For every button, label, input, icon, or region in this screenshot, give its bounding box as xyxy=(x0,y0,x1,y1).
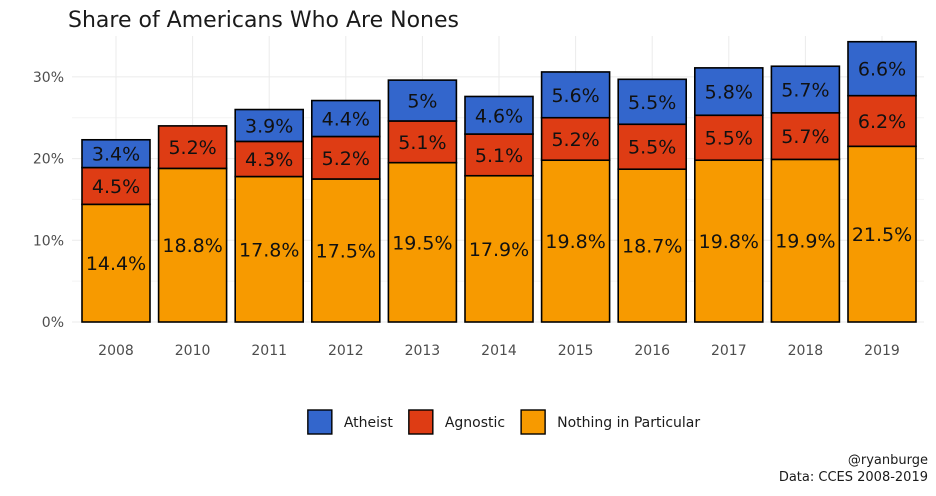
x-tick-label: 2012 xyxy=(328,343,364,359)
x-axis-ticks: 2008 2010 2011 2012 2013 2014 2015 2016 2017 2018… xyxy=(98,343,900,359)
bar-segment-atheist xyxy=(464,95,534,135)
data-label: 4.6% xyxy=(475,105,523,127)
bar-segment-atheist xyxy=(770,65,841,114)
data-label: 19.9% xyxy=(775,231,835,253)
data-label: 17.5% xyxy=(316,241,376,263)
data-label: 3.4% xyxy=(92,144,140,166)
data-label: 6.2% xyxy=(858,111,906,133)
legend-key-atheist xyxy=(307,409,333,435)
bar-segment-nothing-in-particular xyxy=(540,159,611,323)
bar-segment-nothing-in-particular xyxy=(617,168,688,323)
bar-segment-nothing-in-particular xyxy=(693,159,764,323)
bar-segment-nothing-in-particular xyxy=(310,178,381,323)
data-label: 5.1% xyxy=(475,145,523,167)
y-axis-ticks: 0% 10% 20% 30% xyxy=(33,70,64,331)
bar-segment-agnostic xyxy=(387,120,458,164)
caption-author: @ryanburge xyxy=(848,453,928,468)
bar-segment-nothing-in-particular xyxy=(770,158,841,323)
data-label: 5.2% xyxy=(551,129,599,151)
data-label: 18.8% xyxy=(162,235,222,257)
bar-segment-atheist xyxy=(693,67,764,117)
bars xyxy=(81,40,917,323)
data-label: 5% xyxy=(407,91,437,113)
legend-label: Agnostic xyxy=(445,415,505,431)
data-label: 5.2% xyxy=(168,137,216,159)
x-tick-label: 2019 xyxy=(864,343,900,359)
y-tick-label: 10% xyxy=(33,233,64,249)
x-tick-label: 2015 xyxy=(558,343,594,359)
legend-label: Atheist xyxy=(344,415,393,431)
bar-segment-agnostic xyxy=(157,125,228,170)
data-label: 18.7% xyxy=(622,236,682,258)
bar-segment-agnostic xyxy=(617,123,688,170)
bar-segment-agnostic xyxy=(234,140,304,178)
chart-title: Share of Americans Who Are Nones xyxy=(68,8,459,33)
bar-segment-agnostic xyxy=(310,135,381,180)
bar-segment-atheist xyxy=(234,108,304,143)
x-tick-label: 2014 xyxy=(481,343,517,359)
caption-source: Data: CCES 2008-2019 xyxy=(779,470,928,485)
bar-segment-atheist xyxy=(847,40,917,97)
x-tick-label: 2017 xyxy=(711,343,747,359)
data-label: 14.4% xyxy=(86,253,146,275)
x-tick-label: 2008 xyxy=(98,343,134,359)
data-labels: 14.4% 4.5% 3.4% 18.8% 5.2% 17.8% 4.3% 3.9% 17.5%… xyxy=(86,59,912,275)
data-label: 5.7% xyxy=(781,126,829,148)
bar-segment-agnostic xyxy=(693,114,764,162)
bar-segment-nothing-in-particular xyxy=(234,175,304,323)
data-label: 19.5% xyxy=(392,232,452,254)
legend-key-agnostic xyxy=(408,409,434,435)
bar-segment-atheist xyxy=(617,78,688,126)
x-tick-label: 2016 xyxy=(634,343,670,359)
bar-segment-nothing-in-particular xyxy=(464,174,534,323)
x-tick-label: 2011 xyxy=(251,343,287,359)
bar-segment-atheist xyxy=(81,138,151,169)
data-label: 4.3% xyxy=(245,149,293,171)
data-label: 5.7% xyxy=(781,80,829,102)
x-tick-label: 2013 xyxy=(405,343,441,359)
bar-segment-atheist xyxy=(310,99,381,138)
data-label: 17.9% xyxy=(469,239,529,261)
data-label: 5.6% xyxy=(551,85,599,107)
data-label: 5.5% xyxy=(705,128,753,150)
data-label: 17.8% xyxy=(239,239,299,261)
bar-segment-nothing-in-particular xyxy=(847,145,917,323)
data-label: 5.8% xyxy=(705,82,753,104)
data-label: 4.5% xyxy=(92,176,140,198)
bar-segment-agnostic xyxy=(464,133,534,177)
data-label: 19.8% xyxy=(699,231,759,253)
bar-segment-agnostic xyxy=(847,94,917,148)
legend: Atheist Agnostic Nothing in Particular xyxy=(307,409,700,435)
data-label: 6.6% xyxy=(858,59,906,81)
data-label: 5.2% xyxy=(322,148,370,170)
y-tick-label: 20% xyxy=(33,152,64,168)
bar-segment-atheist xyxy=(387,79,458,122)
data-label: 21.5% xyxy=(852,224,912,246)
data-label: 4.4% xyxy=(322,109,370,131)
y-tick-label: 30% xyxy=(33,70,64,86)
legend-label: Nothing in Particular xyxy=(557,415,700,431)
data-label: 19.8% xyxy=(545,231,605,253)
bar-segment-atheist xyxy=(540,71,611,119)
data-label: 5.1% xyxy=(398,132,446,154)
y-tick-label: 0% xyxy=(42,315,64,331)
data-label: 3.9% xyxy=(245,115,293,137)
data-label: 5.5% xyxy=(628,92,676,114)
legend-key-nothing-in-particular xyxy=(520,409,546,435)
bar-segment-agnostic xyxy=(540,116,611,162)
bar-segment-nothing-in-particular xyxy=(157,167,228,323)
x-tick-label: 2010 xyxy=(175,343,211,359)
bar-segment-agnostic xyxy=(770,112,841,161)
x-tick-label: 2018 xyxy=(788,343,824,359)
data-label: 5.5% xyxy=(628,137,676,159)
bar-segment-nothing-in-particular xyxy=(387,161,458,323)
